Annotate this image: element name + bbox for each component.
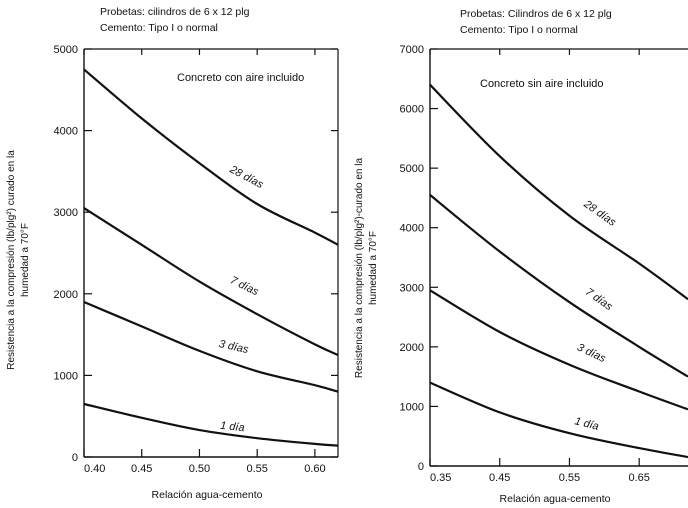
- series-line: [429, 83, 688, 301]
- y-tick-label: 1000: [400, 401, 424, 413]
- series-line: [83, 68, 339, 246]
- series-label: 7 días: [228, 274, 261, 298]
- x-axis-label: Relación agua-cemento: [152, 489, 263, 501]
- series-label: 7 días: [583, 286, 615, 313]
- y-tick-label: 1000: [54, 370, 78, 382]
- y-tick-label: 6000: [400, 104, 424, 116]
- series-label: 1 día: [573, 415, 600, 433]
- chart-annotation: Concreto con aire incluido: [177, 72, 304, 84]
- y-tick-label: 3000: [54, 207, 78, 219]
- y-axis-label-line: humedad a 70°F: [368, 231, 379, 305]
- x-tick-label: 0.45: [489, 472, 510, 484]
- x-tick-label: 0.60: [304, 463, 325, 475]
- y-axis-label-line: Resistencia a la compresión (lb/plg²) cu…: [6, 150, 17, 370]
- y-axis-label-line: Resistencia a la compresión (lb/plg²)-cu…: [354, 158, 365, 379]
- series-line: [429, 194, 688, 378]
- x-tick-label: 0.40: [84, 463, 105, 475]
- y-axis-label-line: humedad a 70°F: [20, 223, 31, 297]
- series-label: 28 días: [581, 198, 619, 229]
- y-tick-label: 0: [72, 452, 78, 464]
- chart-panel-1: Probetas: cilindros de 6 x 12 plg Cemento…: [6, 6, 339, 501]
- series-line: [83, 402, 339, 447]
- chart-subtitle-line: Cemento: Tipo I o normal: [460, 24, 578, 36]
- x-tick-label: 0.45: [131, 463, 152, 475]
- y-tick-label: 4000: [54, 126, 78, 138]
- y-tick-label: 5000: [54, 44, 78, 56]
- series-label: 1 día: [220, 420, 246, 434]
- y-tick-label: 5000: [400, 163, 424, 175]
- y-tick-label: 2000: [400, 342, 424, 354]
- x-tick-label: 0.35: [430, 472, 451, 484]
- series-label: 3 días: [575, 342, 608, 366]
- x-tick-label: 0.65: [628, 472, 649, 484]
- y-tick-label: 2000: [54, 289, 78, 301]
- chart-subtitle-line: Probetas: Cilindros de 6 x 12 plg: [460, 8, 612, 20]
- chart-annotation: Concreto sin aire incluido: [480, 78, 604, 90]
- series-line: [429, 381, 688, 459]
- y-tick-label: 4000: [400, 223, 424, 235]
- x-tick-label: 0.50: [189, 463, 210, 475]
- series-label: 3 días: [218, 338, 250, 356]
- series-line: [83, 207, 339, 356]
- y-tick-label: 0: [418, 461, 424, 473]
- chart-subtitle-line: Probetas: cilindros de 6 x 12 plg: [100, 6, 250, 18]
- chart-panel-2: Probetas: Cilindros de 6 x 12 plg Cemento…: [354, 8, 688, 505]
- y-tick-label: 3000: [400, 282, 424, 294]
- chart-subtitle-line: Cemento: Tipo I o normal: [100, 22, 218, 34]
- x-axis-label: Relación agua-cemento: [500, 493, 611, 505]
- series-line: [83, 300, 339, 393]
- series-line: [429, 289, 688, 411]
- x-tick-label: 0.55: [246, 463, 267, 475]
- y-tick-label: 7000: [400, 44, 424, 56]
- x-tick-label: 0.55: [559, 472, 580, 484]
